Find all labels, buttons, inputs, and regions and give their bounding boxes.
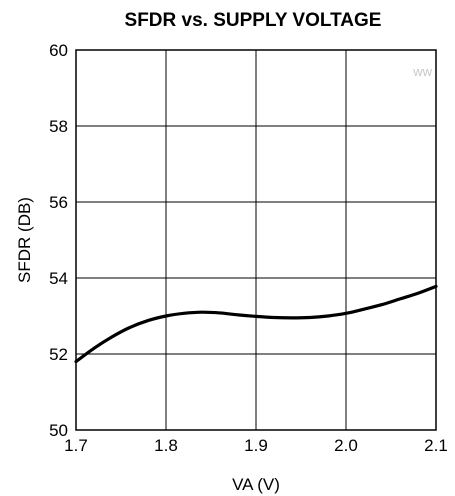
y-tick-label: 54 <box>49 269 68 288</box>
y-tick-label: 56 <box>49 193 68 212</box>
x-axis-label: VA (V) <box>232 475 280 494</box>
grid <box>75 49 437 431</box>
y-tick-label: 50 <box>49 421 68 440</box>
chart-title: SFDR vs. SUPPLY VOLTAGE <box>125 10 382 31</box>
x-tick-label: 1.8 <box>154 436 178 455</box>
tick-labels: 1.7 1.8 1.9 2.0 2.1 50 52 54 56 58 60 <box>49 41 448 455</box>
x-tick-label: 2.0 <box>334 436 358 455</box>
x-tick-label: 1.9 <box>244 436 268 455</box>
y-axis-label: SFDR (DB) <box>15 197 34 283</box>
x-tick-label: 1.7 <box>64 436 88 455</box>
plot-frame <box>75 49 437 431</box>
x-tick-label: 2.1 <box>424 436 448 455</box>
y-tick-label: 58 <box>49 117 68 136</box>
y-tick-label: 52 <box>49 345 68 364</box>
y-tick-label: 60 <box>49 41 68 60</box>
watermark-text: ww <box>412 64 432 79</box>
series-line <box>74 284 438 364</box>
